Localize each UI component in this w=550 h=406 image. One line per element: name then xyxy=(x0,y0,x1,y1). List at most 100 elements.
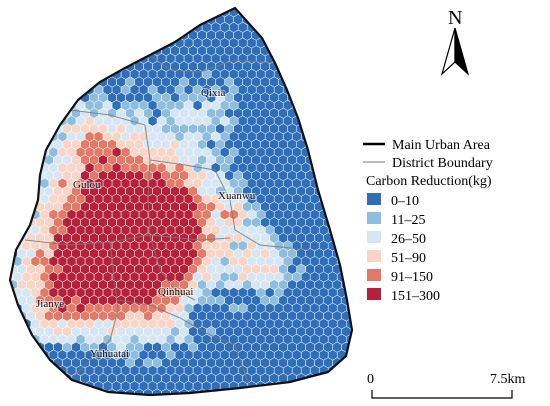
hex-cell xyxy=(336,240,347,252)
hex-cell xyxy=(255,21,266,33)
hex-cell xyxy=(355,116,364,126)
hex-cell xyxy=(350,201,352,213)
hex-cell xyxy=(152,14,162,26)
hex-cell xyxy=(355,225,364,235)
hex-cell xyxy=(350,263,352,275)
hex-cell xyxy=(48,84,59,96)
hex-cell xyxy=(336,193,347,205)
hex-cell xyxy=(341,216,352,228)
hex-cell xyxy=(53,8,63,10)
hex-cell xyxy=(318,21,329,33)
hex-cell xyxy=(10,255,14,267)
hex-cell xyxy=(336,224,347,236)
hex-cell xyxy=(0,108,9,118)
hex-cell xyxy=(305,76,315,88)
hex-cell xyxy=(89,388,99,395)
hex-cell xyxy=(12,37,23,49)
legend-classes: 0–10 11–25 26–50 51–90 91–150 151–300 xyxy=(367,193,440,304)
hex-cell xyxy=(0,202,9,212)
hex-cell xyxy=(35,8,45,10)
hex-cell xyxy=(336,21,347,33)
hex-cell xyxy=(309,8,320,18)
hex-cell xyxy=(305,14,315,26)
hex-cell xyxy=(341,201,352,213)
hex-cell xyxy=(35,372,45,384)
hex-cell xyxy=(116,8,126,10)
hex-cell xyxy=(242,8,252,10)
hex-cell xyxy=(206,8,216,10)
legend-label-51-90: 51–90 xyxy=(391,251,426,266)
hex-cell xyxy=(17,201,27,213)
hex-cell xyxy=(21,84,32,96)
hex-cell xyxy=(355,303,364,313)
hex-cell xyxy=(57,37,68,49)
hex-cell xyxy=(309,146,320,158)
hex-cell xyxy=(17,357,27,369)
hex-cell xyxy=(314,138,324,150)
district-label-gulou: Gulou xyxy=(73,179,101,191)
hex-cell xyxy=(134,45,144,57)
hex-cell xyxy=(309,53,320,65)
hex-cell xyxy=(26,170,36,182)
hex-cell xyxy=(17,170,27,182)
north-arrow: N xyxy=(440,7,470,76)
hex-cell xyxy=(346,37,352,49)
legend-district-boundary: District Boundary xyxy=(392,156,493,171)
hex-cell xyxy=(336,131,347,143)
hex-cell xyxy=(192,8,203,18)
hex-cell xyxy=(0,186,9,196)
hex-cell xyxy=(21,8,32,18)
hex-cell xyxy=(318,8,329,18)
hex-cell xyxy=(323,388,333,395)
hex-cell xyxy=(350,341,352,353)
hex-cell xyxy=(291,380,302,392)
hex-cell xyxy=(336,209,347,221)
hex-cell xyxy=(48,99,59,111)
hex-cell xyxy=(80,14,90,26)
hex-cell xyxy=(332,107,342,119)
hex-cell xyxy=(278,60,288,72)
hex-cell xyxy=(35,14,45,26)
hex-cell xyxy=(71,60,81,72)
hex-cell xyxy=(323,185,333,197)
hex-cell xyxy=(89,14,99,26)
hex-cell xyxy=(355,131,364,141)
hex-cell xyxy=(44,388,54,395)
hex-cell xyxy=(147,8,158,18)
hex-cell xyxy=(39,84,50,96)
hex-cell xyxy=(17,154,27,166)
legend-label-11-25: 11–25 xyxy=(391,213,425,228)
hex-cell xyxy=(120,21,131,33)
hex-cell xyxy=(143,29,153,41)
hex-cell xyxy=(251,8,261,10)
hex-cell xyxy=(71,29,81,41)
hex-cell xyxy=(350,357,352,369)
hex-cell xyxy=(305,107,315,119)
hex-cell xyxy=(30,68,41,80)
legend-main-urban-area: Main Urban Area xyxy=(392,138,491,153)
hex-cell xyxy=(264,380,275,392)
hex-cell xyxy=(10,53,14,65)
hex-cell xyxy=(314,45,324,57)
hex-cell xyxy=(17,372,27,384)
hex-cell xyxy=(0,342,9,352)
hex-cell xyxy=(98,8,108,10)
hex-cell xyxy=(10,372,18,384)
hex-cell xyxy=(10,209,14,221)
hex-cell xyxy=(129,8,140,18)
hex-cell xyxy=(62,45,72,57)
hex-cell xyxy=(350,310,352,322)
hex-cell xyxy=(355,241,364,251)
hex-cell xyxy=(12,162,23,174)
hex-cell xyxy=(53,92,63,104)
hex-cell xyxy=(350,372,352,384)
hex-cell xyxy=(12,177,23,189)
hex-cell xyxy=(12,84,23,96)
hex-cell xyxy=(309,68,320,80)
hex-cell xyxy=(12,8,23,18)
hex-cell xyxy=(179,8,189,10)
hex-cell xyxy=(161,8,171,10)
hex-cell xyxy=(323,92,333,104)
hex-cell xyxy=(35,357,45,369)
hex-cell xyxy=(21,209,32,221)
